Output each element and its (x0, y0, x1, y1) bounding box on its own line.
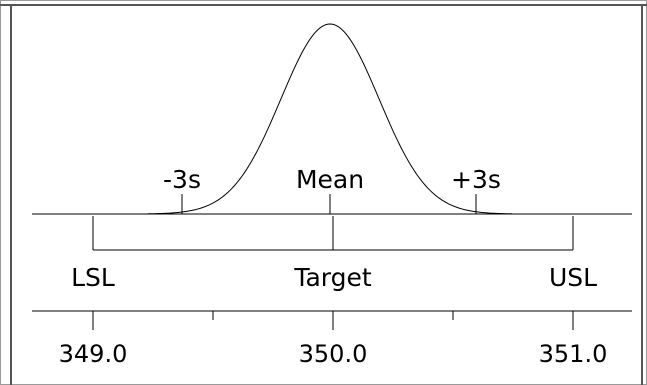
axis-tick-label-349: 349.0 (59, 340, 128, 368)
target-label: Target (293, 263, 372, 292)
lsl-label: LSL (71, 263, 115, 292)
plus-3s-label: +3s (451, 165, 501, 194)
usl-label: USL (549, 263, 597, 292)
axis-tick-label-351: 351.0 (539, 340, 608, 368)
normal-distribution-curve (147, 23, 513, 215)
axis-tick-label-350: 350.0 (299, 340, 368, 368)
minus-3s-label: -3s (163, 165, 201, 194)
mean-label: Mean (296, 165, 364, 194)
